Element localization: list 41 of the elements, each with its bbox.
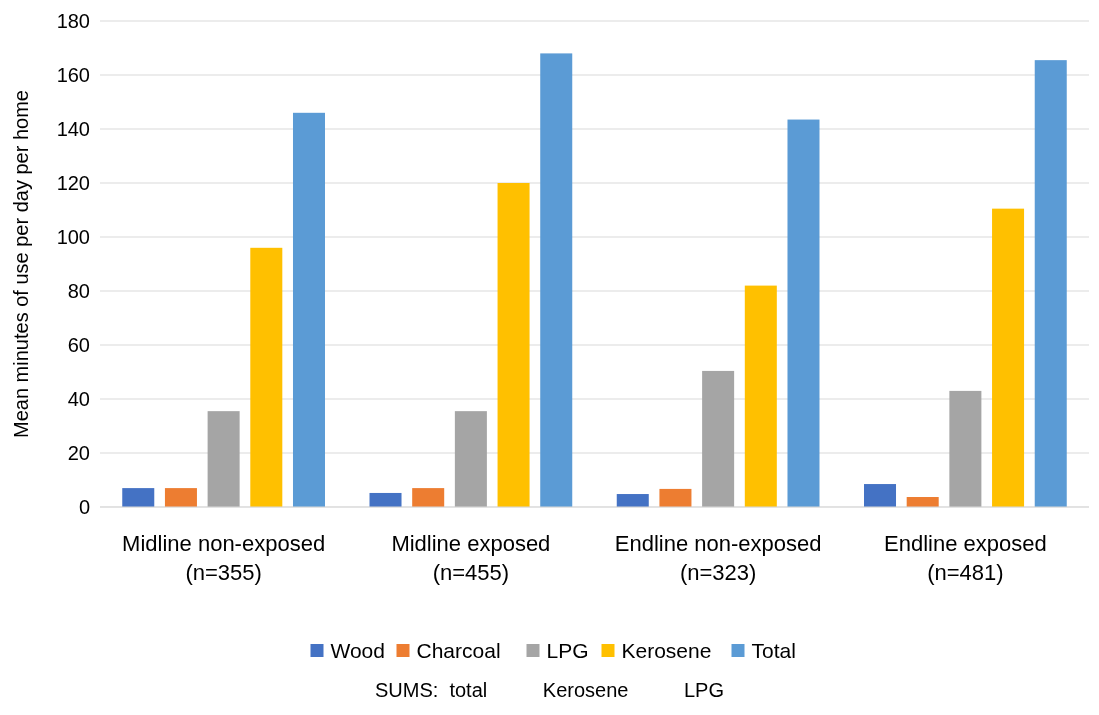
- legend-label: Kerosene: [621, 639, 712, 663]
- bar: [744, 285, 777, 507]
- y-tick-label: 180: [56, 10, 90, 32]
- bar: [540, 53, 573, 507]
- text: SUMS: total Kerosene LPG: [374, 679, 725, 701]
- x-tick-label: Midline exposed (n=455): [391, 531, 551, 585]
- legend-label: Wood: [330, 639, 385, 663]
- bar: [250, 247, 283, 507]
- x-tick-label: Endline non-exposed (n=323): [614, 531, 822, 585]
- bar: [369, 492, 402, 507]
- bar: [454, 411, 487, 507]
- x-tick-label: Midline non-exposed (n=355): [122, 531, 326, 585]
- bar: [659, 488, 692, 507]
- bar: [992, 208, 1025, 507]
- y-tick-label: 140: [56, 118, 90, 140]
- bar: [207, 411, 240, 507]
- y-tick-label: 20: [67, 442, 90, 464]
- bar: [616, 494, 649, 507]
- y-tick-label: 40: [67, 388, 90, 410]
- y-tick-label: 160: [56, 64, 90, 86]
- bar: [497, 183, 530, 507]
- y-axis-title: Mean minutes of use per day per home: [10, 90, 32, 438]
- bar: [292, 112, 325, 507]
- x-tick-label: Endline exposed (n=481): [884, 531, 1047, 585]
- legend-label: Total: [751, 639, 796, 663]
- bar: [949, 390, 982, 507]
- y-tick-label: 0: [78, 496, 90, 518]
- bar: [164, 488, 197, 507]
- legend-label: LPG: [546, 639, 589, 663]
- bar: [122, 488, 155, 507]
- y-tick-label: 120: [56, 172, 90, 194]
- bar: [787, 119, 820, 507]
- legend-label: Charcoal: [416, 639, 501, 663]
- bar: [864, 484, 897, 507]
- bar: [1034, 60, 1067, 507]
- bar: [906, 497, 939, 507]
- bar: [412, 488, 445, 507]
- y-tick-label: 100: [56, 226, 90, 248]
- bar: [702, 370, 735, 507]
- y-tick-label: 80: [67, 280, 90, 302]
- y-tick-label: 60: [67, 334, 90, 356]
